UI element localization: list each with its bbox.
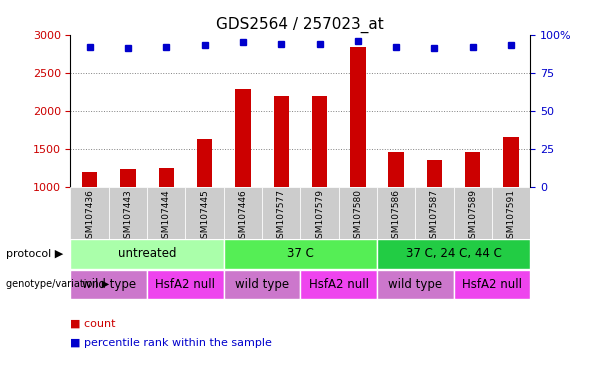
Bar: [159, 168, 174, 187]
Text: GSM107436: GSM107436: [85, 189, 94, 244]
Text: untreated: untreated: [118, 247, 177, 260]
Text: GSM107443: GSM107443: [123, 189, 132, 244]
Bar: [503, 137, 519, 187]
Text: GSM107579: GSM107579: [315, 189, 324, 244]
FancyBboxPatch shape: [70, 239, 224, 268]
FancyBboxPatch shape: [147, 187, 186, 239]
FancyBboxPatch shape: [338, 187, 377, 239]
FancyBboxPatch shape: [377, 270, 454, 299]
FancyBboxPatch shape: [377, 187, 416, 239]
Text: ■ count: ■ count: [70, 319, 116, 329]
FancyBboxPatch shape: [70, 187, 109, 239]
Bar: [120, 169, 135, 187]
Text: HsfA2 null: HsfA2 null: [156, 278, 215, 291]
FancyBboxPatch shape: [492, 187, 530, 239]
FancyBboxPatch shape: [454, 270, 530, 299]
Bar: [465, 152, 481, 187]
Text: wild type: wild type: [388, 278, 443, 291]
Bar: [389, 152, 404, 187]
Text: GSM107445: GSM107445: [200, 189, 209, 244]
FancyBboxPatch shape: [300, 187, 338, 239]
Text: 37 C, 24 C, 44 C: 37 C, 24 C, 44 C: [406, 247, 501, 260]
Text: wild type: wild type: [82, 278, 136, 291]
Text: GSM107587: GSM107587: [430, 189, 439, 244]
Text: 37 C: 37 C: [287, 247, 314, 260]
Text: genotype/variation ▶: genotype/variation ▶: [6, 279, 109, 289]
Text: GSM107444: GSM107444: [162, 189, 171, 244]
FancyBboxPatch shape: [224, 187, 262, 239]
FancyBboxPatch shape: [224, 239, 377, 268]
Bar: [427, 160, 442, 187]
Bar: [273, 96, 289, 187]
Text: protocol ▶: protocol ▶: [6, 249, 63, 259]
FancyBboxPatch shape: [377, 239, 530, 268]
Text: GSM107589: GSM107589: [468, 189, 478, 244]
Bar: [82, 172, 97, 187]
Title: GDS2564 / 257023_at: GDS2564 / 257023_at: [216, 17, 384, 33]
FancyBboxPatch shape: [454, 187, 492, 239]
Text: wild type: wild type: [235, 278, 289, 291]
Text: HsfA2 null: HsfA2 null: [462, 278, 522, 291]
FancyBboxPatch shape: [147, 270, 224, 299]
FancyBboxPatch shape: [109, 187, 147, 239]
FancyBboxPatch shape: [300, 270, 377, 299]
Text: GSM107586: GSM107586: [392, 189, 401, 244]
Bar: [350, 47, 365, 187]
Text: GSM107577: GSM107577: [276, 189, 286, 244]
FancyBboxPatch shape: [186, 187, 224, 239]
Bar: [197, 139, 212, 187]
Text: ■ percentile rank within the sample: ■ percentile rank within the sample: [70, 338, 272, 348]
Text: HsfA2 null: HsfA2 null: [309, 278, 368, 291]
Text: GSM107591: GSM107591: [506, 189, 516, 244]
FancyBboxPatch shape: [224, 270, 300, 299]
FancyBboxPatch shape: [416, 187, 454, 239]
FancyBboxPatch shape: [262, 187, 300, 239]
Text: GSM107580: GSM107580: [353, 189, 362, 244]
Bar: [312, 96, 327, 187]
FancyBboxPatch shape: [70, 270, 147, 299]
Bar: [235, 89, 251, 187]
Text: GSM107446: GSM107446: [238, 189, 248, 244]
